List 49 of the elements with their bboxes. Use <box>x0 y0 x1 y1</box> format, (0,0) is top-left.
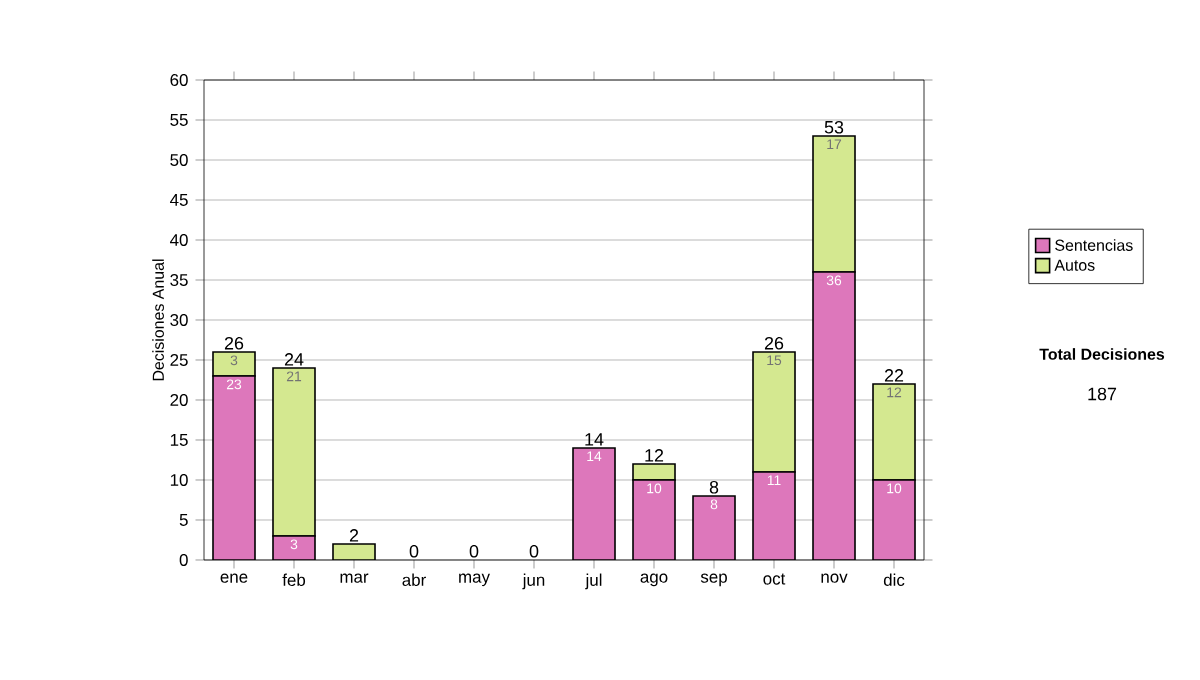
y-tick-label: 55 <box>170 114 188 126</box>
y-tick-label: 25 <box>170 354 188 366</box>
y-tick-label: 10 <box>170 474 188 486</box>
x-tick-label: ene <box>220 573 248 583</box>
total-label: 14 <box>585 433 604 446</box>
bar <box>812 135 856 273</box>
y-tick-label: 40 <box>169 234 188 246</box>
bar <box>572 447 616 560</box>
total-label: 53 <box>824 120 844 134</box>
x-tick-label: jul <box>585 573 602 590</box>
total-label: 2 <box>349 529 359 542</box>
x-tick-label: mar <box>340 573 369 583</box>
x-tick-label: ago <box>640 573 668 587</box>
bar <box>752 351 796 473</box>
text: 187 <box>1088 387 1117 401</box>
x-tick-label: sep <box>700 573 727 587</box>
x-tick-label: jun <box>522 573 545 590</box>
total-label: 0 <box>409 544 419 558</box>
y-tick-label: 20 <box>170 394 188 406</box>
bar <box>692 495 736 560</box>
total-label: 12 <box>645 449 664 462</box>
bar <box>212 375 256 560</box>
y-tick-label: 45 <box>169 194 188 206</box>
y-tick-label: 60 <box>170 74 188 86</box>
total-label: 24 <box>284 353 304 366</box>
x-tick-label: nov <box>821 573 848 583</box>
y-tick-label: 5 <box>179 514 188 526</box>
y-tick-label: 35 <box>170 274 188 286</box>
y-tick-label: 0 <box>179 554 188 566</box>
y-tick-label: 50 <box>170 154 188 166</box>
x-tick-label: feb <box>282 573 306 586</box>
y-tick-label: 15 <box>170 434 188 446</box>
x-tick-label: abr <box>402 573 426 586</box>
bar <box>872 479 916 560</box>
total-label: 8 <box>709 480 719 494</box>
y-tick-label: 30 <box>170 314 188 326</box>
bar <box>752 471 796 560</box>
bar <box>872 383 916 481</box>
total-label: 0 <box>469 544 479 558</box>
bar <box>272 367 316 537</box>
bar <box>632 479 676 560</box>
total-label: 26 <box>224 336 244 350</box>
x-tick-label: dic <box>883 573 905 586</box>
x-tick-label: may <box>459 573 490 587</box>
total-label: 22 <box>884 369 904 382</box>
total-label: 26 <box>764 336 784 350</box>
total-label: 0 <box>529 544 539 558</box>
bar <box>812 271 856 560</box>
x-tick-label: oct <box>763 573 786 585</box>
